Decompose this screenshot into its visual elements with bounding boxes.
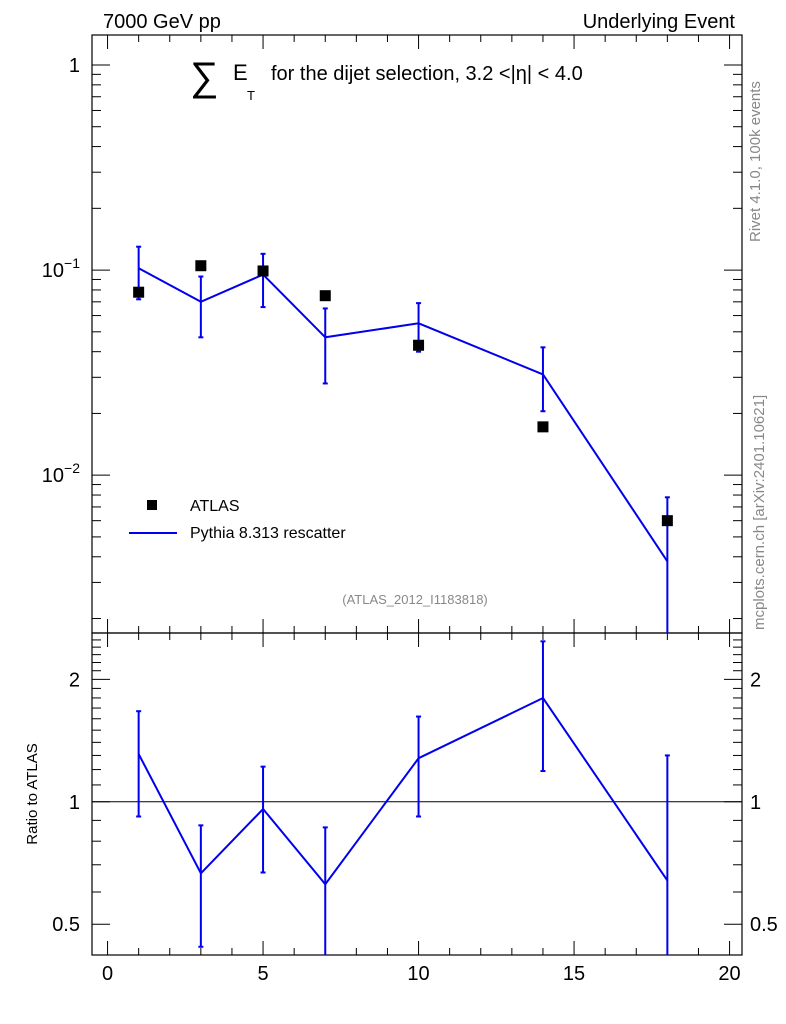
title-text: for the dijet selection, 3.2 <|η| < 4.0 — [271, 63, 583, 85]
ratio-ytick-label-left: 0.5 — [52, 914, 80, 936]
mc-line-main — [138, 267, 669, 562]
ratio-ytick-label-right: 2 — [750, 669, 761, 691]
main-plot-frame — [91, 34, 743, 634]
atlas-data-point — [413, 339, 425, 351]
legend-label-atlas: ATLAS — [190, 498, 240, 515]
ratio-axis-ticks — [92, 633, 742, 955]
main-ytick-label: 1 — [69, 55, 80, 77]
atlas-data-point — [195, 260, 207, 272]
xtick-label: 15 — [563, 963, 585, 985]
xtick-label: 5 — [257, 963, 268, 985]
atlas-data-point — [133, 286, 145, 298]
title-et-subscript: T — [247, 88, 255, 103]
xtick-label: 10 — [407, 963, 429, 985]
xtick-label: 0 — [102, 963, 113, 985]
analysis-id: (ATLAS_2012_I1183818) — [342, 592, 488, 607]
atlas-data-point — [661, 515, 673, 527]
ratio-ytick-label-right: 1 — [750, 792, 761, 814]
main-ytick-label: 10−1 — [42, 255, 80, 282]
legend-label-pythia: Pythia 8.313 rescatter — [190, 525, 346, 542]
main-y-tick-labels: 1 10−1 10−2 — [42, 55, 80, 487]
ratio-series — [136, 640, 670, 955]
ratio-ytick-label-right: 0.5 — [750, 914, 778, 936]
legend-marker-atlas — [147, 500, 157, 510]
header-right: Underlying Event — [583, 11, 736, 33]
xtick-label: 20 — [718, 963, 740, 985]
rivet-label: Rivet 4.1.0, 100k events — [747, 81, 764, 242]
ratio-tick-labels: 0.5 0.51 12 20 5 10 15 20 — [52, 669, 778, 985]
ratio-ytick-label-left: 2 — [69, 669, 80, 691]
main-series — [133, 245, 673, 633]
ratio-ylabel: Ratio to ATLAS — [24, 743, 41, 844]
ratio-line — [137, 696, 669, 886]
legend: ATLAS Pythia 8.313 rescatter — [129, 498, 346, 542]
title-sum-symbol: ∑ — [190, 55, 219, 99]
ratio-plot-frame — [91, 632, 743, 956]
mcplots-label: mcplots.cern.ch [arXiv:2401.10621] — [751, 395, 768, 630]
title-et: E — [233, 60, 248, 85]
ratio-ytick-label-left: 1 — [69, 792, 80, 814]
header-left: 7000 GeV pp — [103, 11, 221, 33]
atlas-data-point — [319, 290, 331, 302]
atlas-data-point — [257, 265, 269, 277]
main-axis-ticks — [92, 35, 742, 633]
main-ytick-label: 10−2 — [42, 460, 80, 487]
atlas-data-point — [537, 421, 549, 433]
